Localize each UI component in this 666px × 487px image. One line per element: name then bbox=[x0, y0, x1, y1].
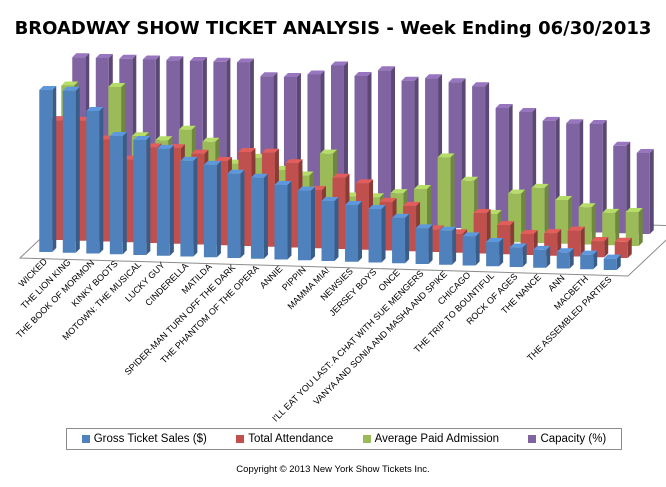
bar-gross-sales bbox=[321, 197, 339, 261]
bar-gross-sales bbox=[227, 169, 245, 258]
legend-label-capacity: Capacity (%) bbox=[540, 433, 607, 445]
bar-gross-sales bbox=[462, 232, 480, 266]
legend-swatch-capacity bbox=[528, 435, 537, 443]
legend-swatch-gross-sales bbox=[81, 435, 90, 443]
bar-gross-sales bbox=[62, 86, 80, 253]
bar-gross-sales bbox=[392, 213, 410, 264]
bar-gross-sales bbox=[274, 180, 292, 260]
bar-avg-admission bbox=[437, 153, 455, 240]
bar-gross-sales bbox=[156, 144, 174, 256]
category-label: ANN bbox=[546, 273, 567, 294]
bar-gross-sales bbox=[297, 186, 315, 261]
bar-gross-sales bbox=[533, 245, 551, 268]
bar-gross-sales bbox=[580, 250, 598, 270]
bar-capacity bbox=[378, 66, 396, 226]
bar-avg-admission bbox=[531, 183, 549, 243]
bar-gross-sales bbox=[39, 86, 57, 252]
legend-label-attendance: Total Attendance bbox=[248, 433, 334, 445]
bar-gross-sales bbox=[486, 237, 504, 267]
copyright-text: Copyright © 2013 New York Show Tickets I… bbox=[236, 464, 430, 475]
bar-attendance bbox=[614, 237, 632, 258]
bar-gross-sales bbox=[180, 156, 198, 257]
chart-title: BROADWAY SHOW TICKET ANALYSIS - Week End… bbox=[14, 18, 652, 39]
bar-gross-sales bbox=[86, 106, 104, 254]
bar-gross-sales bbox=[368, 205, 386, 263]
legend-label-gross-sales: Gross Ticket Sales ($) bbox=[93, 433, 207, 445]
legend-item-attendance: Total Attendance bbox=[236, 433, 333, 445]
legend-swatch-attendance bbox=[236, 435, 245, 443]
bar-gross-sales bbox=[345, 201, 363, 262]
bar-gross-sales bbox=[133, 135, 151, 255]
bar-gross-sales bbox=[509, 243, 527, 267]
legend-swatch-avg-admission bbox=[362, 435, 371, 443]
bar-gross-sales bbox=[250, 173, 268, 259]
bar-avg-admission bbox=[625, 207, 643, 246]
bar-gross-sales bbox=[439, 226, 457, 265]
legend-label-avg-admission: Average Paid Admission bbox=[374, 433, 500, 445]
bar-gross-sales bbox=[556, 248, 574, 269]
legend-item-capacity: Capacity (%) bbox=[528, 433, 606, 445]
bar-gross-sales bbox=[203, 160, 221, 258]
legend-item-avg-admission: Average Paid Admission bbox=[362, 433, 500, 445]
legend-item-gross-sales: Gross Ticket Sales ($) bbox=[81, 433, 207, 445]
bar-gross-sales bbox=[603, 254, 621, 270]
chart-legend: Gross Ticket Sales ($) Total Attendance … bbox=[66, 428, 622, 450]
bar-gross-sales bbox=[109, 131, 127, 255]
bar-gross-sales bbox=[415, 224, 433, 264]
